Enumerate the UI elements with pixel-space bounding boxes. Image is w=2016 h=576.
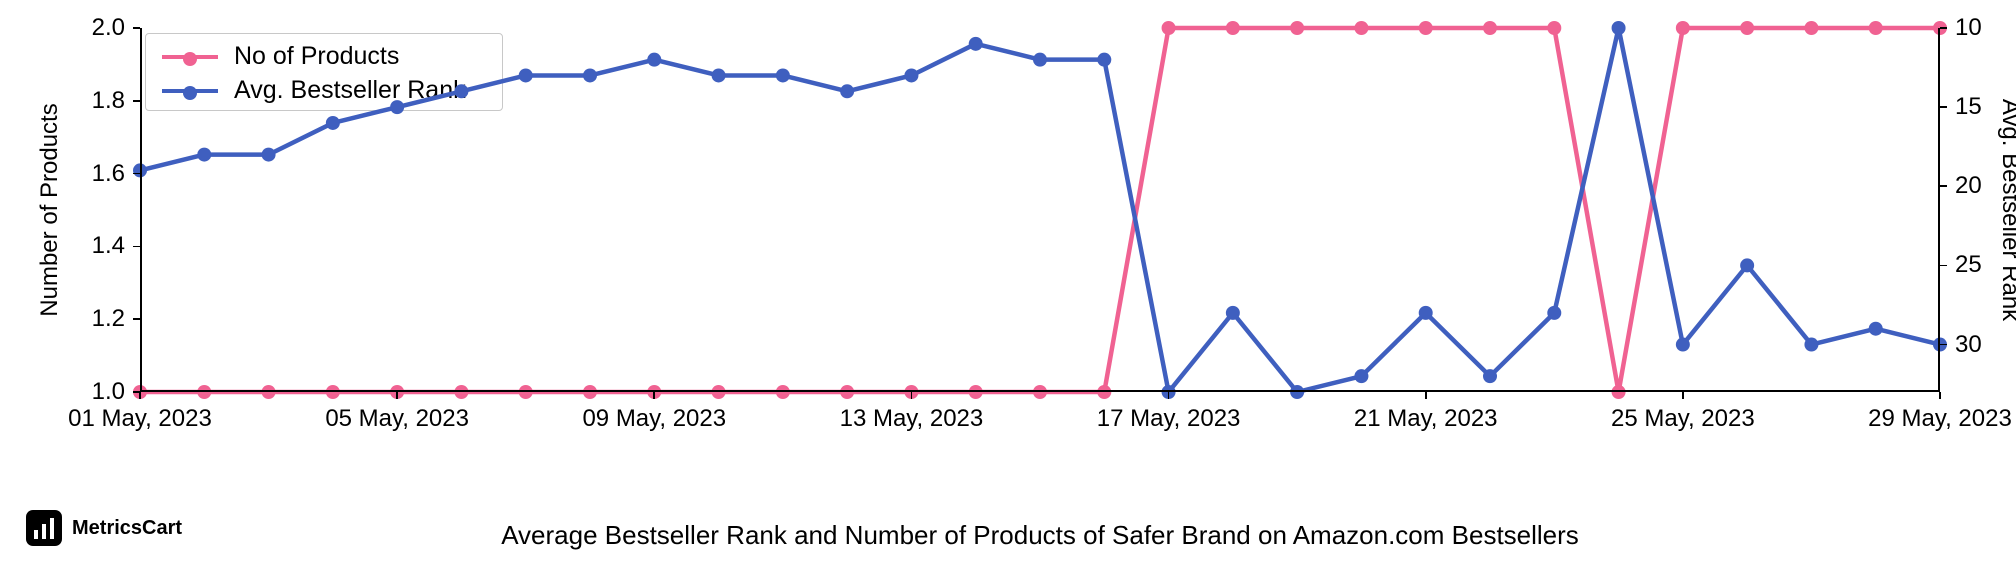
x-tick (1682, 392, 1684, 399)
series-marker (326, 385, 340, 399)
y-right-tick-label: 30 (1955, 331, 1982, 359)
x-tick (396, 392, 398, 399)
series-marker (1804, 338, 1818, 352)
axis-spine (140, 28, 142, 392)
x-tick-label: 17 May, 2023 (1097, 405, 1241, 433)
series-marker (1547, 306, 1561, 320)
series-marker (1612, 385, 1626, 399)
series-marker (1033, 385, 1047, 399)
x-tick-label: 29 May, 2023 (1868, 405, 2012, 433)
series-marker (776, 68, 790, 82)
series-marker (969, 385, 983, 399)
series-marker (583, 385, 597, 399)
series-marker (583, 68, 597, 82)
series-marker (776, 385, 790, 399)
series-marker (1354, 21, 1368, 35)
series-marker (1804, 21, 1818, 35)
y-left-tick-label: 1.2 (92, 305, 125, 333)
series-marker (454, 84, 468, 98)
series-marker (1097, 53, 1111, 67)
y-left-tick (133, 27, 140, 29)
series-marker (1676, 21, 1690, 35)
series-marker (1226, 306, 1240, 320)
series-marker (519, 68, 533, 82)
series-marker (1483, 21, 1497, 35)
series-marker (1869, 21, 1883, 35)
y-left-tick (133, 318, 140, 320)
series-marker (1290, 21, 1304, 35)
series-marker (326, 116, 340, 130)
x-tick-label: 21 May, 2023 (1354, 405, 1498, 433)
series-marker (262, 385, 276, 399)
series-marker (1162, 21, 1176, 35)
x-tick-label: 01 May, 2023 (68, 405, 212, 433)
series-line (140, 28, 1940, 392)
x-tick (1425, 392, 1427, 399)
axis-spine (1938, 28, 1940, 392)
x-tick-label: 13 May, 2023 (840, 405, 984, 433)
x-tick (139, 392, 141, 399)
y-right-tick (1940, 27, 1947, 29)
series-marker (1419, 21, 1433, 35)
series-marker (1354, 369, 1368, 383)
y-left-tick (133, 173, 140, 175)
series-line (140, 28, 1940, 392)
y-left-tick-label: 2.0 (92, 14, 125, 42)
y-right-tick (1940, 344, 1947, 346)
y-right-tick (1940, 265, 1947, 267)
series-marker (1419, 306, 1433, 320)
series-marker (969, 37, 983, 51)
series-marker (1869, 322, 1883, 336)
x-tick-label: 25 May, 2023 (1611, 405, 1755, 433)
series-marker (1226, 21, 1240, 35)
axis-spine (140, 390, 1940, 392)
series-marker (840, 385, 854, 399)
series-marker (1547, 21, 1561, 35)
series-marker (1676, 338, 1690, 352)
series-marker (197, 148, 211, 162)
series-marker (1290, 385, 1304, 399)
series-marker (1483, 369, 1497, 383)
x-tick (1939, 392, 1941, 399)
x-tick (653, 392, 655, 399)
series-marker (1097, 385, 1111, 399)
series-marker (454, 385, 468, 399)
series-marker (904, 68, 918, 82)
series-marker (1740, 258, 1754, 272)
series-marker (197, 385, 211, 399)
series-marker (712, 385, 726, 399)
series-marker (390, 100, 404, 114)
x-tick (1168, 392, 1170, 399)
series-marker (1612, 21, 1626, 35)
y-left-tick (133, 391, 140, 393)
series-marker (262, 148, 276, 162)
y-right-tick (1940, 185, 1947, 187)
x-tick-label: 05 May, 2023 (325, 405, 469, 433)
y-left-tick (133, 246, 140, 248)
series-marker (840, 84, 854, 98)
x-tick-label: 09 May, 2023 (582, 405, 726, 433)
y-left-tick-label: 1.8 (92, 87, 125, 115)
series-marker (1740, 21, 1754, 35)
y-right-tick (1940, 106, 1947, 108)
y-left-tick-label: 1.0 (92, 378, 125, 406)
y-right-tick-label: 20 (1955, 172, 1982, 200)
series-marker (519, 385, 533, 399)
y-right-tick-label: 10 (1955, 14, 1982, 42)
series-marker (1033, 53, 1047, 67)
series-marker (712, 68, 726, 82)
y-right-tick-label: 25 (1955, 251, 1982, 279)
chart-container: Number of Products Avg. Bestseller Rank … (0, 0, 2016, 576)
y-left-tick-label: 1.4 (92, 232, 125, 260)
chart-svg-layer (0, 0, 2016, 576)
series-marker (647, 53, 661, 67)
y-right-tick-label: 15 (1955, 93, 1982, 121)
x-tick (911, 392, 913, 399)
y-left-tick (133, 100, 140, 102)
y-left-tick-label: 1.6 (92, 160, 125, 188)
